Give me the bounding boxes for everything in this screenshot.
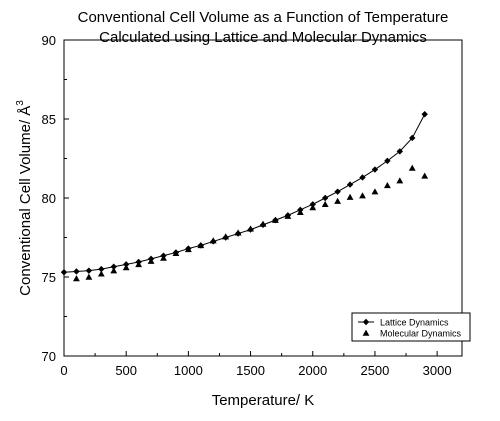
plot-frame: [63, 39, 463, 357]
data-point: [98, 265, 105, 273]
series-lattice-dynamics: [60, 111, 428, 276]
legend-box: [351, 312, 471, 342]
data-point: [334, 197, 342, 204]
series-line: [63, 114, 426, 273]
data-point: [222, 233, 230, 240]
series-molecular-dynamics: [73, 164, 429, 282]
data-point: [247, 225, 254, 232]
x-tick-label: 1000: [174, 363, 203, 378]
data-point: [160, 254, 167, 261]
data-point: [396, 177, 404, 184]
data-point: [359, 174, 366, 181]
legend-label: Lattice Dynamics: [380, 318, 449, 328]
data-point: [184, 245, 192, 253]
data-point: [371, 166, 379, 173]
data-point: [272, 216, 279, 223]
y-axis-label-superscript: 3: [15, 100, 26, 106]
data-point: [73, 275, 80, 282]
data-point: [383, 181, 391, 189]
y-tick-label: 85: [42, 112, 56, 127]
data-point: [359, 192, 366, 199]
data-point: [384, 157, 391, 165]
data-point: [110, 267, 118, 274]
data-point: [234, 229, 242, 236]
data-point: [110, 263, 117, 270]
data-point: [421, 111, 428, 118]
data-point: [421, 172, 429, 179]
legend-label: Molecular Dynamics: [380, 329, 462, 339]
axes: [63, 39, 463, 357]
data-point: [409, 134, 416, 142]
data-point: [135, 260, 143, 268]
data-point: [85, 273, 93, 280]
data-point: [284, 212, 292, 219]
data-point: [371, 188, 379, 195]
x-tick-label: 2000: [298, 363, 327, 378]
x-tick-label: 500: [115, 363, 137, 378]
y-axis-label-text: Conventional Cell Volume/ Å: [17, 106, 34, 296]
data-point: [334, 188, 341, 195]
chart-subtitle: Calculated using Lattice and Molecular D…: [99, 29, 427, 46]
data-point: [259, 220, 267, 227]
series: [60, 111, 429, 282]
data-point: [73, 268, 80, 275]
y-tick-label: 80: [42, 191, 56, 206]
legend-marker: [362, 318, 370, 326]
y-tick-label: 90: [42, 33, 56, 48]
x-axis-label: Temperature/ K: [212, 392, 315, 409]
data-point: [197, 242, 205, 249]
legend-marker: [362, 329, 370, 336]
data-point: [122, 264, 130, 271]
data-point: [172, 249, 180, 257]
data-point: [346, 181, 354, 188]
y-tick-label: 75: [42, 270, 56, 285]
chart-title: Conventional Cell Volume as a Function o…: [78, 9, 449, 26]
data-point: [60, 269, 68, 276]
ticks: 0 500 1000 1500 2000 2500 3000 70 75 80 85 90: [42, 33, 452, 378]
data-point: [309, 204, 317, 211]
x-tick-label: 0: [60, 363, 67, 378]
data-point: [321, 200, 329, 208]
y-tick-label: 70: [42, 349, 56, 364]
data-point: [408, 164, 416, 171]
data-point: [85, 267, 93, 274]
x-tick-label: 3000: [423, 363, 452, 378]
x-tick-label: 1500: [236, 363, 265, 378]
data-point: [396, 148, 404, 155]
y-axis-label: Conventional Cell Volume/ Å3: [15, 100, 34, 296]
data-point: [321, 194, 329, 202]
data-point: [209, 237, 217, 244]
data-point: [296, 208, 304, 215]
x-tick-label: 2500: [360, 363, 389, 378]
data-point: [97, 270, 105, 277]
data-point: [346, 193, 354, 200]
data-point: [147, 257, 155, 264]
